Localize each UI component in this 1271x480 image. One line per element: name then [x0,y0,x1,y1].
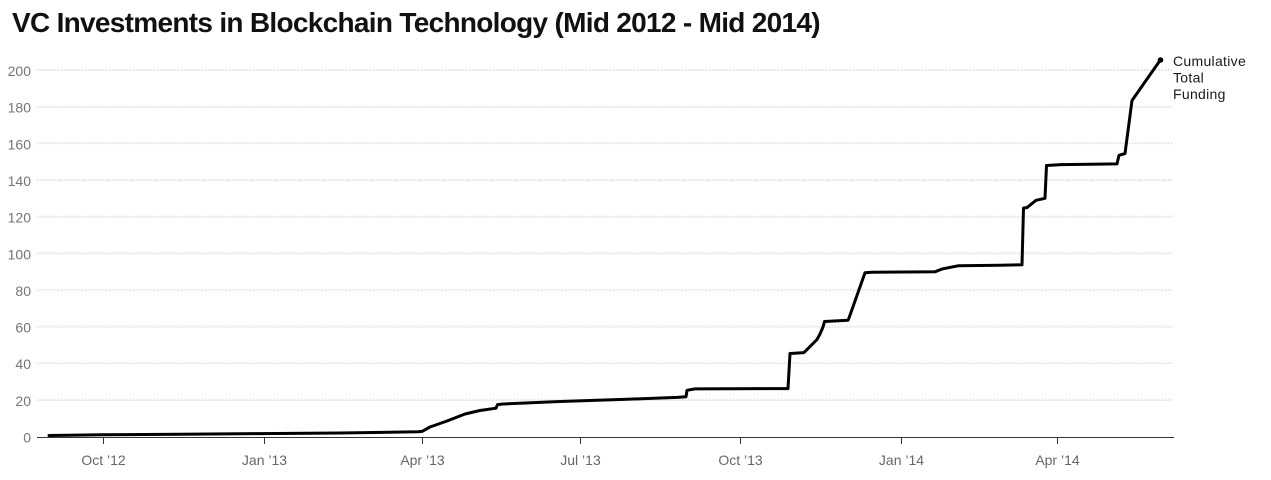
svg-text:Apr ’14: Apr ’14 [1035,452,1080,468]
svg-text:Total: Total [1173,70,1204,86]
svg-text:Oct ’12: Oct ’12 [81,452,126,468]
svg-text:120: 120 [8,210,32,226]
svg-text:100: 100 [8,246,32,262]
svg-text:160: 160 [8,136,32,152]
svg-text:0: 0 [23,430,31,446]
svg-text:20: 20 [15,393,31,409]
svg-text:Oct ’13: Oct ’13 [718,452,763,468]
svg-text:180: 180 [8,100,32,116]
svg-text:140: 140 [8,173,32,189]
svg-text:60: 60 [15,320,31,336]
svg-text:Apr ’13: Apr ’13 [400,452,445,468]
svg-text:Jul ’13: Jul ’13 [560,452,601,468]
svg-text:VC Investments in Blockchain T: VC Investments in Blockchain Technology … [12,7,820,38]
svg-text:40: 40 [15,356,31,372]
svg-text:80: 80 [15,283,31,299]
svg-text:Cumulative: Cumulative [1173,53,1246,69]
svg-text:Jan ’13: Jan ’13 [242,452,287,468]
svg-text:Jan ’14: Jan ’14 [879,452,924,468]
svg-text:Funding: Funding [1173,86,1226,102]
svg-text:200: 200 [8,63,32,79]
